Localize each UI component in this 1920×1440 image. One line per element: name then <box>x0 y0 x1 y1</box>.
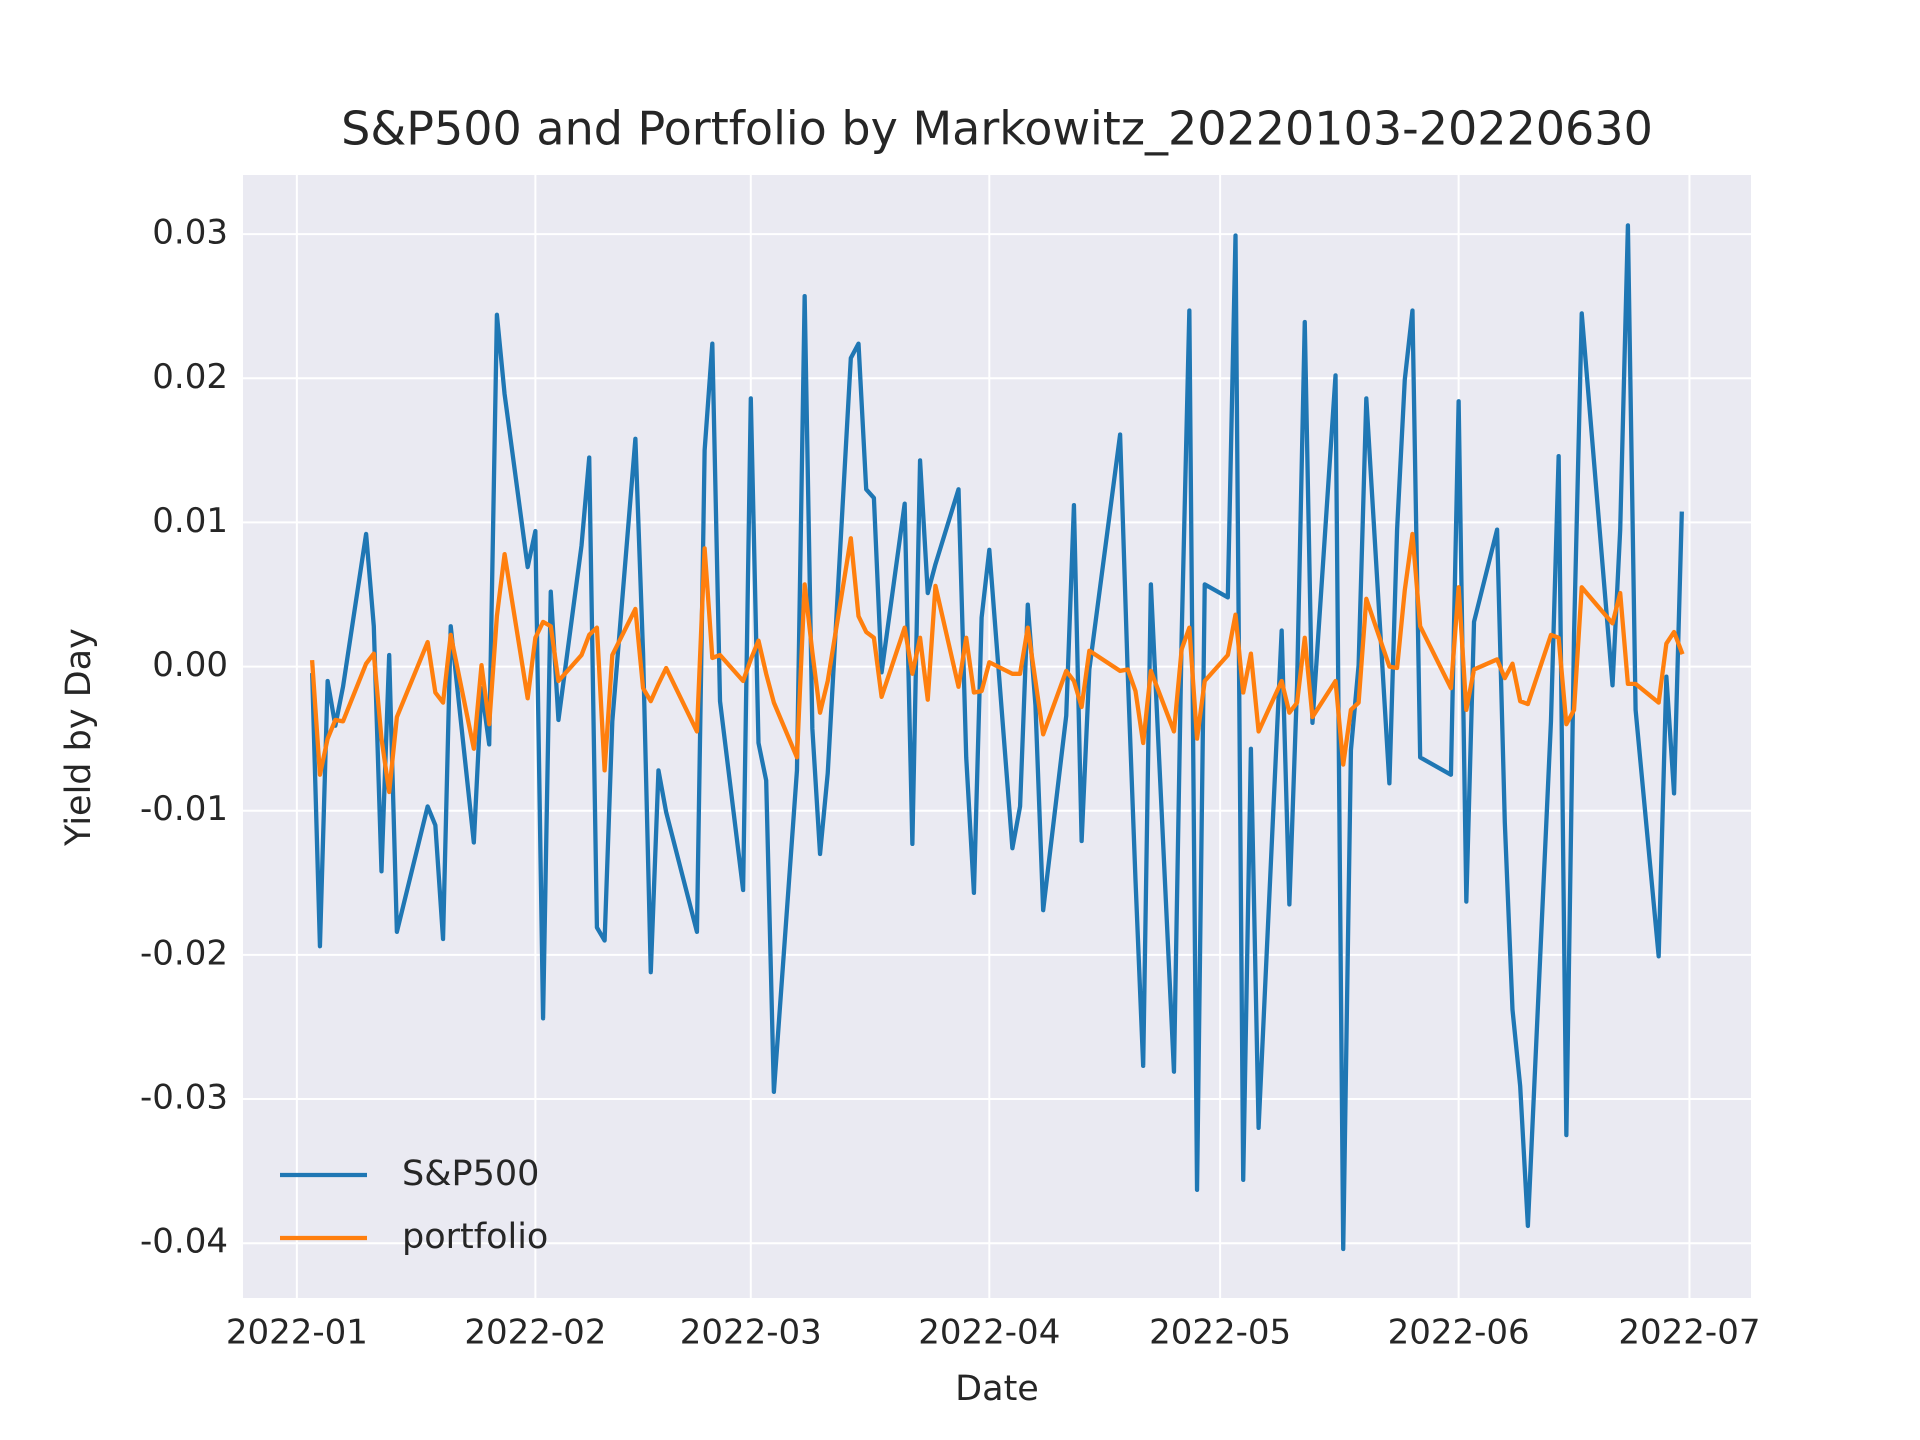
x-tick-label: 2022-03 <box>680 1313 822 1353</box>
series-line <box>309 531 1685 795</box>
y-tick-label: 0.03 <box>152 213 228 253</box>
y-tick-label: 0.01 <box>152 501 228 541</box>
y-tick-label: -0.02 <box>140 933 228 973</box>
x-tick-label: 2022-06 <box>1388 1313 1530 1353</box>
legend: S&P500 portfolio <box>280 1154 548 1257</box>
y-axis-label: Yield by Day <box>59 628 99 847</box>
chart-title: S&P500 and Portfolio by Markowitz_202201… <box>341 102 1653 156</box>
y-tick-label: -0.04 <box>140 1222 228 1262</box>
legend-label: portfolio <box>402 1217 548 1257</box>
y-tick-label: 0.02 <box>152 357 228 397</box>
x-tick-label: 2022-04 <box>918 1313 1060 1353</box>
legend-label: S&P500 <box>402 1154 539 1194</box>
x-tick-label: 2022-02 <box>464 1313 606 1353</box>
x-tick-label: 2022-01 <box>226 1313 368 1353</box>
series-line <box>310 223 1684 1252</box>
x-tick-label: 2022-07 <box>1618 1313 1760 1353</box>
x-tick-label: 2022-05 <box>1149 1313 1291 1353</box>
ticks: -0.04 -0.03 -0.02 -0.01 0.00 0.01 0.02 0.03 2022… <box>140 213 1760 1353</box>
y-tick-label: -0.03 <box>140 1078 228 1118</box>
y-tick-label: -0.01 <box>140 789 228 829</box>
lines <box>309 223 1685 1252</box>
y-tick-label: 0.00 <box>152 645 228 685</box>
x-axis-label: Date <box>955 1369 1039 1409</box>
